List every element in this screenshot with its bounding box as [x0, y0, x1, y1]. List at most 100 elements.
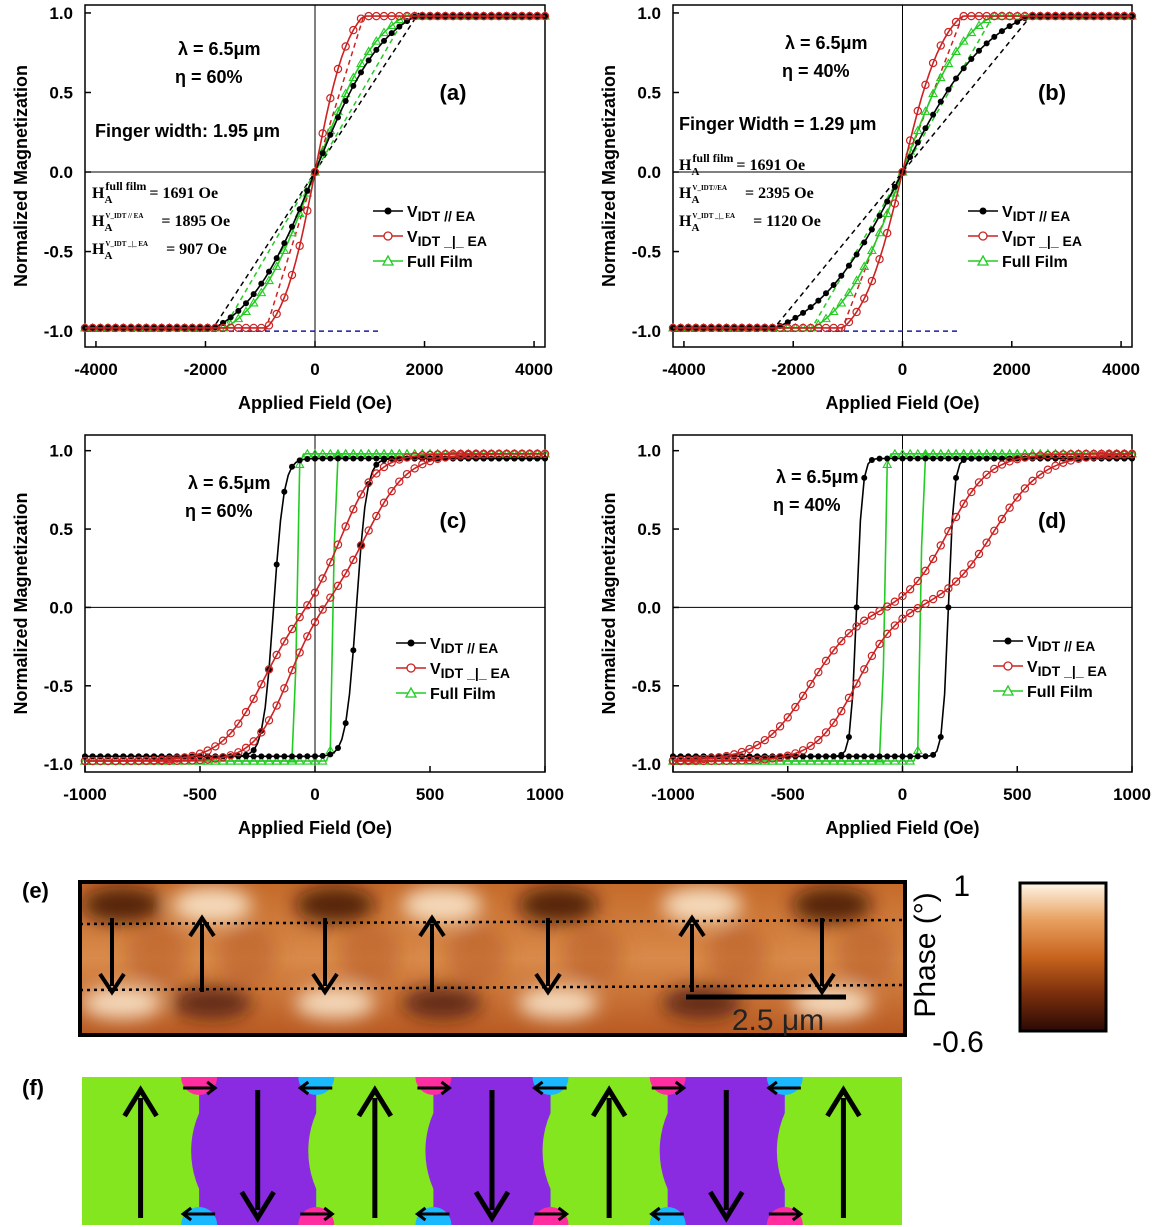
legend-entry: Full Film	[968, 254, 1068, 271]
series-1	[668, 449, 1137, 766]
colorbar-min-label: -0.6	[932, 1026, 984, 1059]
data-point	[982, 470, 991, 479]
data-point	[318, 574, 327, 583]
data-point	[289, 753, 295, 760]
data-point	[730, 750, 739, 759]
data-point	[899, 753, 906, 760]
series-line	[85, 15, 545, 329]
data-point	[248, 755, 259, 765]
data-point	[264, 321, 274, 330]
phase-blob	[518, 987, 598, 1019]
data-point	[226, 728, 235, 738]
panel-f-simulation: (f)	[22, 1075, 902, 1225]
x-tick-label: 0	[898, 785, 907, 804]
data-point	[953, 474, 960, 481]
data-point	[898, 167, 907, 177]
data-point	[303, 206, 312, 215]
data-point	[890, 597, 900, 606]
data-point	[364, 526, 373, 535]
legend-label: VIDT _|_ EA	[407, 229, 487, 249]
data-point	[861, 239, 868, 246]
stripe-boundary-top	[79, 918, 906, 926]
data-point	[319, 150, 326, 157]
data-point	[257, 323, 266, 333]
data-point	[759, 755, 770, 765]
x-tick-label: -1000	[651, 785, 694, 804]
data-point	[304, 187, 311, 194]
data-point	[349, 505, 358, 514]
legend-entry: VIDT _|_ EA	[993, 659, 1107, 679]
data-point	[844, 693, 854, 703]
data-point	[890, 621, 900, 630]
data-point	[303, 632, 312, 641]
data-point	[1006, 23, 1013, 30]
data-point	[814, 735, 823, 745]
data-point	[371, 36, 382, 45]
chart-panel-d: -1000 -500 0 500 1000 -1.0 -0.5 0.0 0.5 1.0 Applie…	[599, 434, 1151, 838]
data-point	[218, 736, 228, 745]
y-axis-label: Normalized Magnetization	[11, 65, 31, 287]
data-point	[913, 576, 923, 586]
data-point	[395, 455, 404, 464]
data-point	[836, 297, 847, 307]
data-point	[365, 57, 372, 64]
data-point	[852, 622, 861, 631]
arrow-head	[678, 914, 706, 938]
data-point	[821, 755, 831, 765]
data-point	[1028, 476, 1037, 486]
data-point	[1020, 484, 1030, 493]
data-point	[912, 125, 923, 135]
panel-label: (d)	[1038, 508, 1066, 533]
data-point	[930, 111, 937, 118]
panel-label: (a)	[440, 80, 467, 105]
data-point	[860, 616, 869, 625]
data-point	[876, 753, 883, 760]
scale-bar-label: 2.5 μm	[732, 1004, 824, 1037]
data-point	[800, 753, 807, 760]
x-tick-label: -2000	[771, 360, 814, 379]
data-point	[210, 755, 221, 765]
anisotropy-field: HAV_IDT _|_ EA = 1120 Oe	[679, 212, 821, 234]
data-point	[381, 37, 387, 44]
y-tick-label: 0.5	[49, 83, 73, 102]
data-point	[202, 755, 213, 765]
annotation-finger-width: Finger width: 1.95 μm	[95, 121, 280, 141]
data-point	[287, 270, 297, 280]
data-point	[235, 307, 242, 314]
data-point	[884, 198, 891, 205]
series-1	[668, 11, 1137, 333]
data-point	[248, 297, 259, 307]
y-tick-label: 0.5	[637, 520, 661, 539]
data-point	[387, 486, 396, 496]
y-tick-label: 0.5	[49, 520, 73, 539]
small-arrow-head	[206, 1080, 218, 1096]
data-point	[1035, 470, 1045, 479]
data-point	[959, 569, 968, 578]
data-point	[402, 453, 412, 462]
data-point	[342, 97, 349, 104]
data-point	[983, 455, 990, 462]
data-point	[775, 722, 785, 731]
data-point	[974, 478, 984, 487]
legend-label: Full Film	[1002, 254, 1068, 271]
data-point	[951, 46, 961, 55]
data-point	[296, 457, 303, 464]
data-point	[943, 58, 954, 68]
data-point	[373, 461, 380, 468]
data-point	[310, 755, 320, 765]
legend-label: VIDT _|_ EA	[1027, 659, 1107, 679]
phase-blob	[662, 987, 742, 1019]
data-point	[319, 752, 326, 759]
data-point	[356, 14, 366, 23]
data-point	[791, 749, 800, 758]
data-point	[983, 40, 990, 47]
data-point	[883, 602, 892, 611]
legend-marker	[406, 663, 416, 673]
data-point	[745, 744, 754, 754]
data-point	[203, 746, 212, 755]
x-axis-label: Applied Field (Oe)	[825, 393, 979, 413]
data-point	[783, 751, 792, 760]
arrow-head	[534, 972, 562, 996]
data-point	[868, 456, 875, 463]
arrow-head	[808, 972, 836, 996]
